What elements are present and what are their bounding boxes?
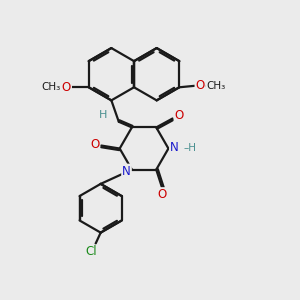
Text: O: O bbox=[175, 109, 184, 122]
Text: Cl: Cl bbox=[85, 245, 97, 259]
Text: O: O bbox=[158, 188, 167, 201]
Text: H: H bbox=[99, 110, 107, 120]
Text: CH₃: CH₃ bbox=[206, 81, 226, 91]
Text: O: O bbox=[90, 138, 99, 151]
Text: CH₃: CH₃ bbox=[41, 82, 60, 92]
Text: O: O bbox=[196, 79, 205, 92]
Text: N: N bbox=[122, 165, 131, 178]
Text: N: N bbox=[170, 140, 179, 154]
Text: –H: –H bbox=[184, 143, 197, 153]
Text: O: O bbox=[62, 81, 71, 94]
